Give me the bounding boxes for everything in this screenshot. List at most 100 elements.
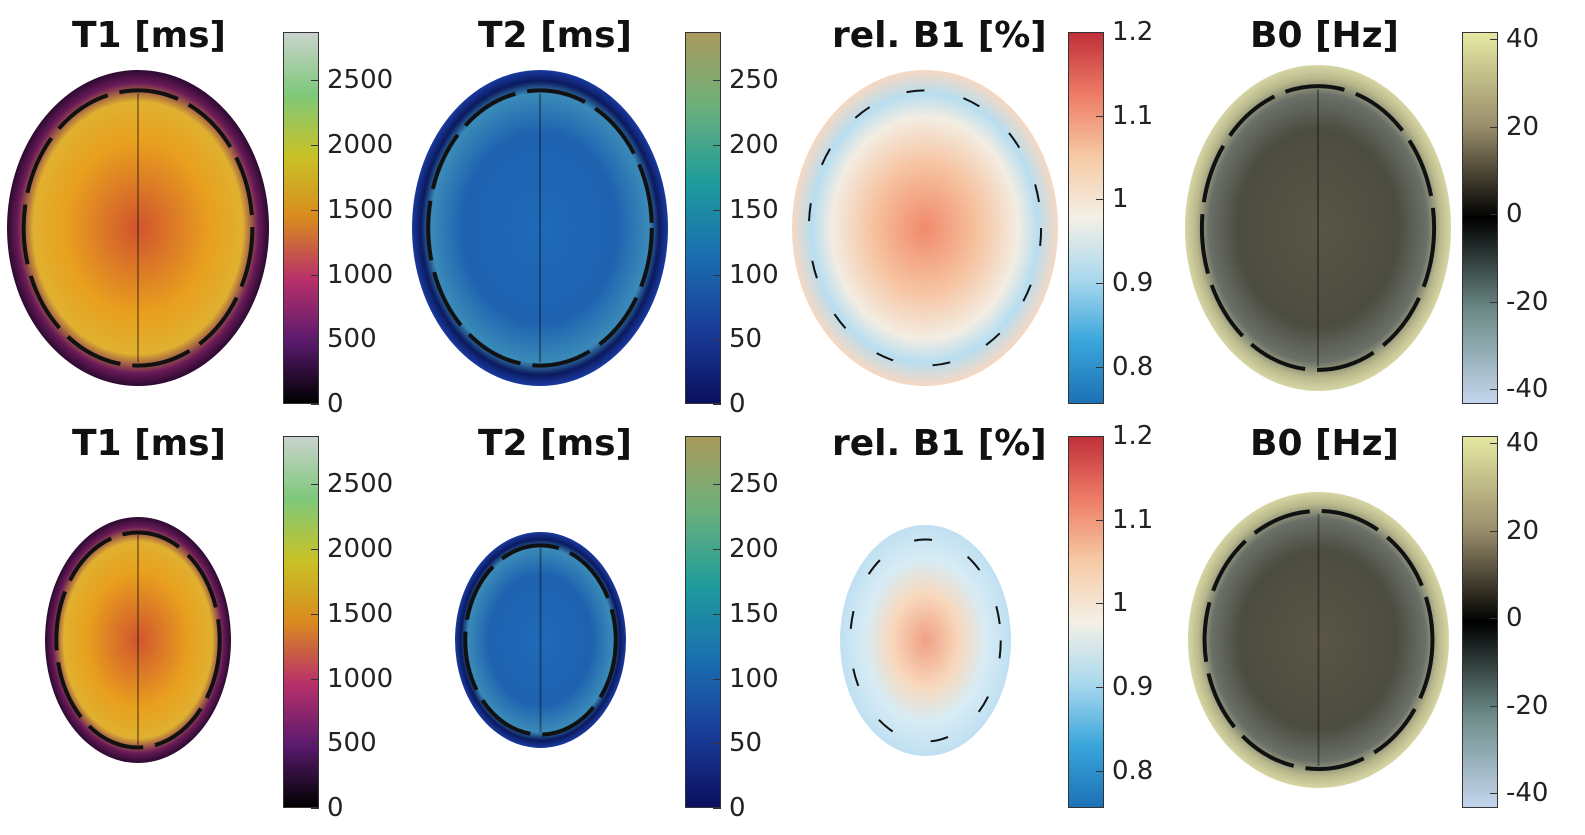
tick-mark [713, 678, 721, 680]
tick-mark [1096, 199, 1104, 201]
tick-mark [713, 274, 721, 276]
b1-colorbar-bottom [1068, 436, 1104, 808]
t1-tick-label: 2500 [327, 469, 394, 500]
tick-mark [311, 339, 319, 341]
t2-tick-label: 200 [729, 130, 779, 161]
b1-tick-label: 1 [1112, 588, 1129, 619]
b0-map-bottom [1187, 492, 1449, 788]
t1-tick-label: 2000 [327, 130, 394, 161]
tick-mark [713, 404, 721, 405]
tick-mark [311, 743, 319, 745]
b1-map-top [792, 70, 1058, 386]
t1-map-top [7, 70, 269, 386]
t2-tick-label: 150 [729, 194, 779, 225]
tick-mark [1096, 283, 1104, 285]
t1-tick-label: 1000 [327, 663, 394, 694]
b0-title-top: B0 [Hz] [1250, 15, 1400, 56]
tick-mark [311, 613, 319, 615]
b1-map-bottom [839, 524, 1011, 756]
tick-mark [713, 209, 721, 211]
b0-tick-label: -40 [1506, 778, 1549, 809]
tick-mark [1490, 793, 1498, 795]
b1-colorbar-top [1068, 32, 1104, 404]
t1-title-top: T1 [ms] [72, 15, 226, 56]
t2-colorbar-bottom [685, 436, 721, 808]
tick-mark [1490, 39, 1498, 41]
tick-mark [311, 808, 319, 809]
tick-mark [713, 743, 721, 745]
t1-colorbar-top [283, 32, 319, 404]
tick-mark [1490, 443, 1498, 445]
b0-title-bottom: B0 [Hz] [1250, 423, 1400, 464]
t1-colorbar-bottom [283, 436, 319, 808]
tick-mark [713, 145, 721, 147]
tick-mark [311, 484, 319, 486]
tick-mark [311, 80, 319, 82]
t1-tick-label: 2000 [327, 534, 394, 565]
tick-mark [311, 678, 319, 680]
b0-tick-label: -20 [1506, 286, 1549, 317]
tick-mark [311, 549, 319, 551]
t1-tick-label: 2500 [327, 65, 394, 96]
t1-tick-label: 500 [327, 728, 377, 759]
b1-tick-label: 0.8 [1112, 755, 1154, 786]
tick-mark [1490, 301, 1498, 303]
tick-mark [1490, 618, 1498, 620]
b0-tick-label: 0 [1506, 199, 1523, 230]
b1-tick-label: 1.1 [1112, 504, 1154, 535]
b0-colorbar-bottom [1462, 436, 1498, 808]
b0-colorbar-top [1462, 32, 1498, 404]
t1-tick-label: 1000 [327, 259, 394, 290]
t2-map-top [412, 70, 668, 386]
tick-mark [1490, 389, 1498, 391]
tick-mark [1490, 530, 1498, 532]
b1-title-top: rel. B1 [%] [832, 15, 1047, 56]
t1-tick-label: 500 [327, 324, 377, 355]
t2-tick-label: 0 [729, 389, 746, 419]
t1-title-bottom: T1 [ms] [72, 423, 226, 464]
tick-mark [1096, 436, 1104, 437]
tick-mark [713, 80, 721, 82]
t2-title-top: T2 [ms] [478, 15, 632, 56]
b1-tick-label: 1.1 [1112, 100, 1154, 131]
tick-mark [311, 404, 319, 405]
b1-title-bottom: rel. B1 [%] [832, 423, 1047, 464]
tick-mark [713, 808, 721, 809]
t1-tick-label: 0 [327, 389, 344, 419]
b1-tick-label: 1 [1112, 184, 1129, 215]
t1-tick-label: 1500 [327, 194, 394, 225]
tick-mark [311, 145, 319, 147]
tick-mark [713, 549, 721, 551]
b1-tick-label: 1.2 [1112, 421, 1154, 451]
b0-tick-label: 40 [1506, 24, 1540, 55]
t1-tick-label: 1500 [327, 598, 394, 629]
tick-mark [311, 209, 319, 211]
tick-mark [1096, 603, 1104, 605]
t1-tick-label: 0 [327, 793, 344, 823]
b1-tick-label: 1.2 [1112, 17, 1154, 47]
b0-tick-label: 20 [1506, 515, 1540, 546]
tick-mark [1096, 115, 1104, 117]
tick-mark [1096, 770, 1104, 772]
b0-map-top [1185, 65, 1451, 391]
t2-tick-label: 0 [729, 793, 746, 823]
b0-tick-label: -40 [1506, 374, 1549, 405]
tick-mark [1096, 32, 1104, 33]
tick-mark [1096, 687, 1104, 689]
t2-tick-label: 50 [729, 728, 763, 759]
tick-mark [1096, 519, 1104, 521]
tick-mark [1490, 705, 1498, 707]
b1-tick-label: 0.9 [1112, 268, 1154, 299]
t2-tick-label: 200 [729, 534, 779, 565]
tick-mark [311, 274, 319, 276]
tick-mark [1490, 126, 1498, 128]
t2-tick-label: 50 [729, 324, 763, 355]
b0-tick-label: 0 [1506, 603, 1523, 634]
t2-tick-label: 100 [729, 663, 779, 694]
t2-map-bottom [454, 532, 626, 748]
t2-tick-label: 250 [729, 469, 779, 500]
t2-title-bottom: T2 [ms] [478, 423, 632, 464]
b0-tick-label: 40 [1506, 428, 1540, 459]
tick-mark [713, 339, 721, 341]
tick-mark [1490, 214, 1498, 216]
